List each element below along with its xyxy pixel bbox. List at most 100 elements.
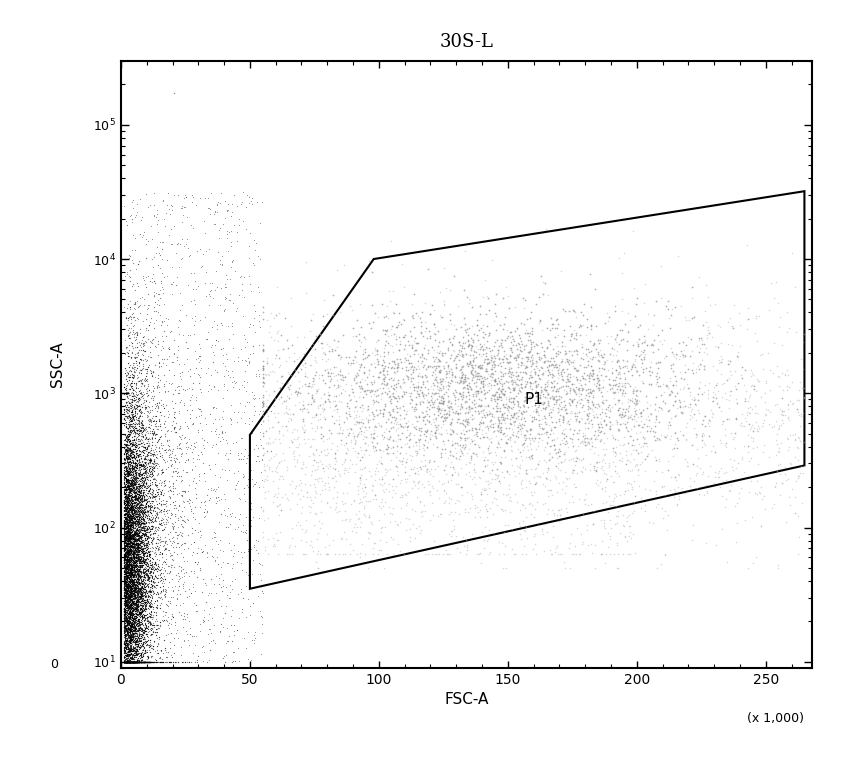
Point xyxy=(118,577,131,589)
Point xyxy=(138,600,152,613)
Point xyxy=(253,253,267,265)
Point xyxy=(134,353,148,365)
Point xyxy=(122,645,136,657)
Point xyxy=(129,518,143,530)
Point xyxy=(133,523,147,535)
Point xyxy=(148,465,162,477)
Point xyxy=(218,304,232,316)
Point xyxy=(138,532,152,544)
Point xyxy=(176,656,190,668)
Point xyxy=(118,656,131,668)
Point xyxy=(120,560,134,572)
Point xyxy=(744,421,758,433)
Point xyxy=(302,398,315,410)
Point xyxy=(675,348,689,361)
Point xyxy=(324,367,338,379)
Point xyxy=(421,414,435,427)
Point xyxy=(124,581,137,594)
Point xyxy=(140,354,154,366)
Point xyxy=(119,578,133,591)
Point xyxy=(152,442,166,454)
Point xyxy=(378,400,392,412)
Point xyxy=(341,429,355,441)
Point xyxy=(130,655,143,667)
Point xyxy=(143,599,156,611)
Point xyxy=(272,456,286,468)
Point xyxy=(137,571,151,583)
Point xyxy=(118,656,131,668)
Point xyxy=(123,526,137,538)
Point xyxy=(518,340,531,352)
Point xyxy=(123,428,137,440)
Point xyxy=(215,431,229,443)
Point xyxy=(124,609,138,621)
Point xyxy=(339,454,353,466)
Point xyxy=(151,420,165,433)
Point xyxy=(121,598,135,610)
Point xyxy=(118,647,131,660)
Point xyxy=(119,341,133,353)
Point xyxy=(135,490,149,502)
Point xyxy=(130,600,143,612)
Point xyxy=(285,487,299,499)
Point xyxy=(122,433,136,446)
Point xyxy=(179,238,193,250)
Point xyxy=(121,615,135,627)
Point xyxy=(122,594,136,606)
Point xyxy=(458,420,472,432)
Point xyxy=(672,394,686,406)
Point xyxy=(143,566,156,578)
Point xyxy=(570,345,584,357)
Point xyxy=(125,631,139,643)
Point xyxy=(124,630,138,642)
Point xyxy=(127,592,141,604)
Point xyxy=(136,373,149,385)
Point xyxy=(303,398,317,410)
Point xyxy=(502,402,516,414)
Point xyxy=(135,505,149,517)
Point xyxy=(473,322,487,334)
Point xyxy=(132,656,146,668)
Point xyxy=(134,459,148,471)
Point xyxy=(132,575,146,587)
Point xyxy=(193,403,206,415)
Point xyxy=(120,581,134,593)
Point xyxy=(138,597,152,609)
Point xyxy=(133,410,147,422)
Point xyxy=(122,442,136,455)
Point xyxy=(117,647,130,659)
Point xyxy=(121,656,135,668)
Point xyxy=(124,408,138,420)
Point xyxy=(124,541,137,553)
Point xyxy=(652,455,666,468)
Point xyxy=(130,561,143,573)
Point xyxy=(126,491,140,503)
Point xyxy=(461,340,474,352)
Point xyxy=(511,337,525,349)
Point xyxy=(375,429,389,441)
Point xyxy=(154,571,168,583)
Point xyxy=(125,479,139,491)
Point xyxy=(259,386,273,398)
Point xyxy=(158,531,172,543)
Point xyxy=(124,565,137,577)
Point xyxy=(234,447,248,459)
Point xyxy=(127,656,141,668)
Point xyxy=(254,417,268,430)
Point xyxy=(269,448,283,460)
Point xyxy=(118,552,132,564)
Point xyxy=(126,563,140,575)
Point xyxy=(137,656,150,668)
Point xyxy=(778,408,791,420)
Point xyxy=(214,187,228,200)
Point xyxy=(129,643,143,655)
Point xyxy=(120,530,134,542)
Point xyxy=(135,582,149,594)
Point xyxy=(396,420,410,433)
Point xyxy=(124,625,138,637)
Point xyxy=(122,540,136,552)
Point xyxy=(175,490,188,502)
Point xyxy=(238,223,252,235)
Point xyxy=(137,467,150,479)
Point xyxy=(497,389,511,402)
